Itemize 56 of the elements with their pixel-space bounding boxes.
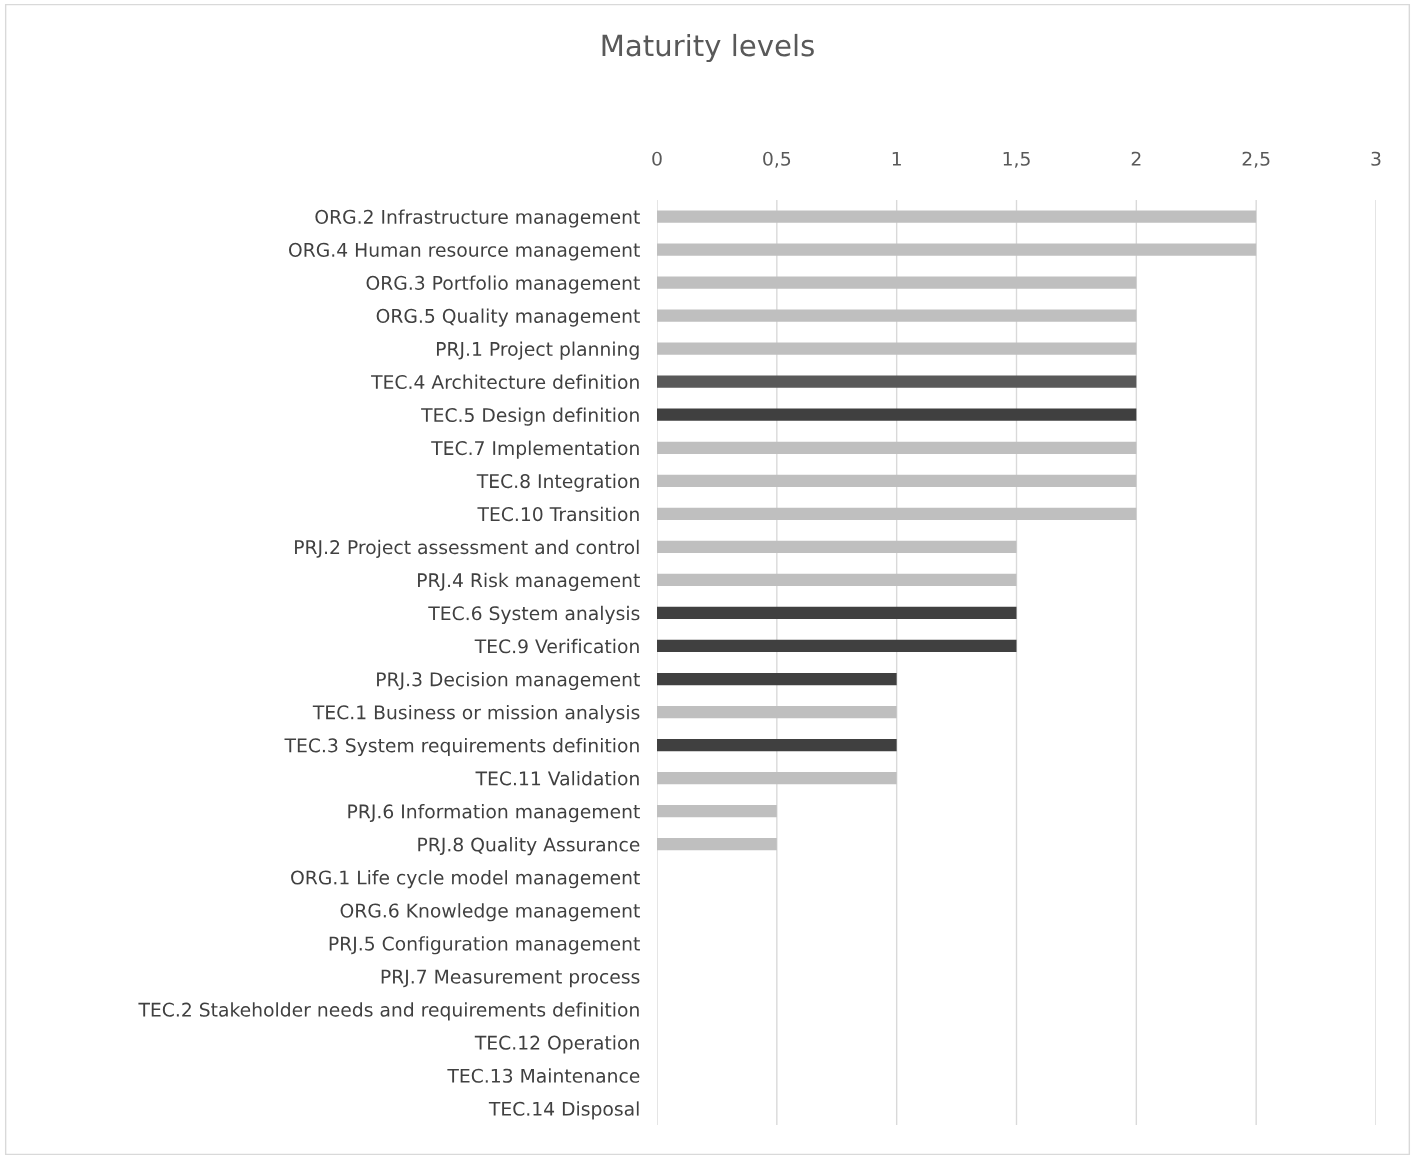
y-tick-label: PRJ.5 Configuration management	[329, 936, 640, 955]
x-tick-label: 0,5	[763, 151, 791, 168]
x-tick-label: 0	[652, 151, 662, 166]
y-tick-label: PRJ.6 Information management	[348, 804, 640, 823]
bar	[657, 639, 1017, 653]
bar	[657, 309, 1137, 322]
y-tick-label: ORG.2 Infrastructure management	[315, 209, 640, 228]
y-tick-label: ORG.1 Life cycle model management	[291, 870, 640, 889]
y-tick-label: PRJ.2 Project assessment and control	[295, 539, 639, 558]
y-tick-label: TEC.14 Disposal	[488, 1101, 639, 1120]
bar	[657, 606, 1017, 620]
y-tick-label: ORG.6 Knowledge management	[340, 903, 640, 922]
y-tick-label: TEC.6 System analysis	[428, 605, 640, 624]
y-tick-label: TEC.13 Maintenance	[447, 1068, 640, 1083]
y-tick-label: PRJ.4 Risk management	[418, 572, 640, 591]
bar	[657, 573, 1017, 587]
bar	[657, 540, 1017, 553]
bar	[657, 375, 1137, 388]
x-tick-label: 1,5	[1003, 151, 1030, 168]
y-tick-label: TEC.4 Architecture definition	[371, 374, 639, 390]
y-tick-label: TEC.12 Operation	[474, 1035, 639, 1054]
y-tick-label: PRJ.8 Quality Assurance	[418, 837, 640, 856]
y-tick-label: ORG.4 Human resource management	[289, 242, 640, 261]
y-tick-label: PRJ.1 Project planning	[437, 341, 639, 360]
bar	[657, 276, 1137, 289]
bar	[657, 738, 897, 752]
bar	[657, 772, 897, 785]
bar	[657, 474, 1137, 487]
y-tick-label: ORG.3 Portfolio management	[366, 275, 640, 294]
bar	[657, 507, 1137, 520]
bar	[657, 805, 777, 818]
y-tick-label: TEC.11 Validation	[475, 771, 639, 786]
x-tick-label: 2	[1131, 151, 1141, 166]
y-tick-label: PRJ.3 Decision management	[377, 671, 640, 691]
bar	[657, 441, 1137, 454]
y-tick-label: TEC.1 Business or mission analysis	[312, 704, 640, 724]
y-tick-label: TEC.10 Transition	[477, 506, 639, 522]
x-tick-label: 3	[1371, 151, 1381, 166]
bar	[657, 408, 1137, 421]
bar	[657, 705, 897, 719]
y-tick-label: TEC.5 Design definition	[421, 407, 639, 426]
y-tick-label: TEC.8 Integration	[476, 473, 639, 492]
bar	[657, 838, 777, 851]
y-tick-label: TEC.3 System requirements definition	[284, 737, 639, 757]
x-tick-label: 2,5	[1242, 151, 1270, 168]
bar	[657, 210, 1257, 223]
bar	[657, 342, 1137, 355]
y-tick-label: TEC.9 Verification	[474, 638, 639, 654]
x-tick-label: 1	[892, 151, 901, 166]
bar	[657, 672, 897, 686]
chart-title: Maturity levels	[602, 33, 814, 63]
y-tick-label: TEC.7 Implementation	[431, 440, 639, 459]
y-tick-label: PRJ.7 Measurement process	[381, 969, 640, 988]
bar	[657, 243, 1257, 256]
y-tick-label: ORG.5 Quality management	[376, 308, 640, 327]
y-tick-label: TEC.2 Stakeholder needs and requirements definition	[138, 1002, 639, 1021]
